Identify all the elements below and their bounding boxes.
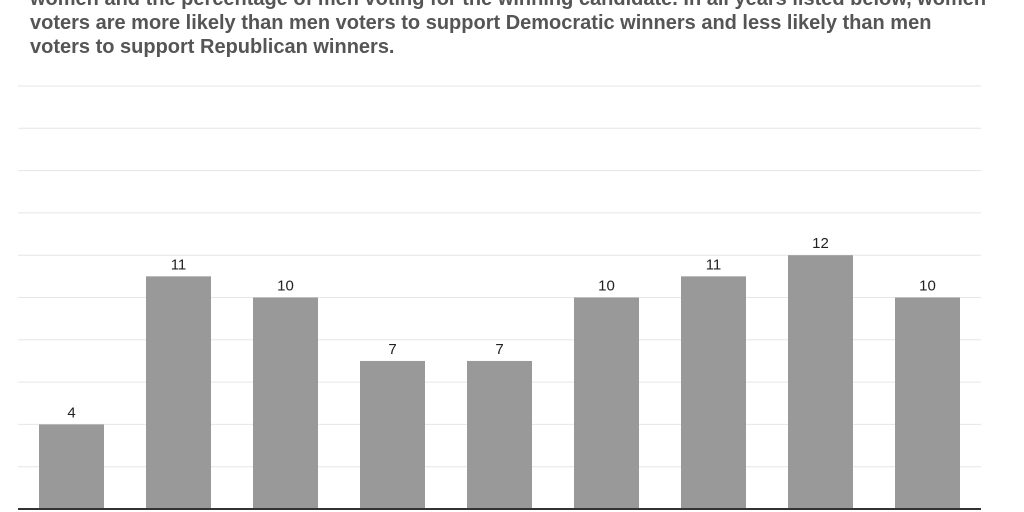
value-label: 10 [598,278,615,295]
bar [681,276,746,509]
value-label: 10 [919,278,936,295]
value-label: 7 [495,341,503,358]
value-label: 12 [812,235,829,252]
value-label: 11 [706,256,722,273]
bar [467,360,532,509]
bar [146,276,211,509]
chart-subtitle: women and the percentage of men voting f… [30,0,986,58]
bar [360,360,425,509]
value-label: 10 [277,278,294,295]
value-label: 7 [388,341,396,358]
bar [895,297,960,509]
bar [574,297,639,509]
bar [788,255,853,509]
bar [253,297,318,509]
value-label: 11 [171,256,187,273]
bar [39,424,104,509]
value-label: 4 [67,404,75,421]
